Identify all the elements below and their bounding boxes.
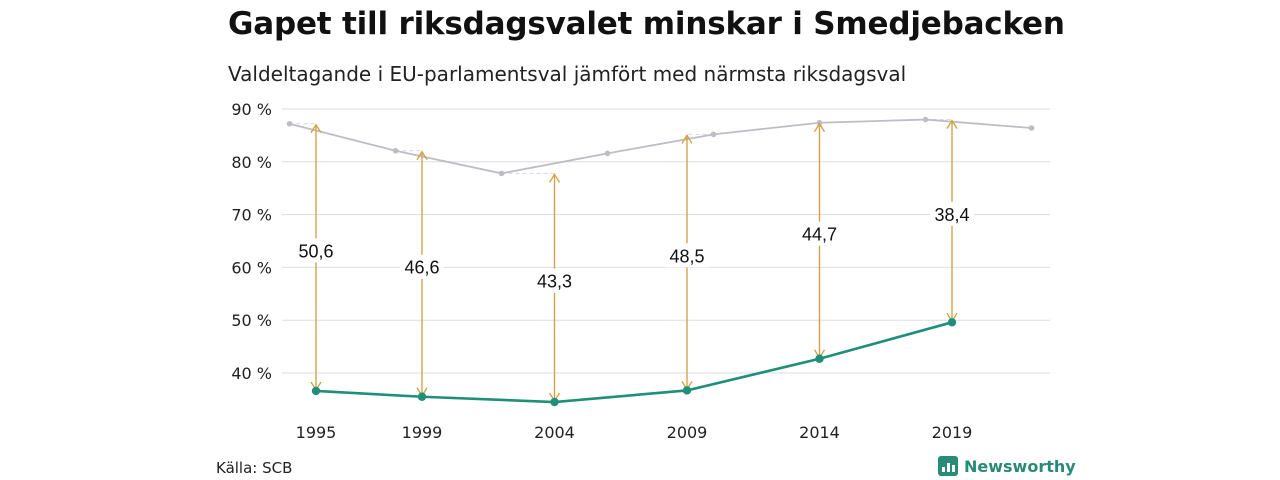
y-tick-label: 40 % [231,364,272,383]
eu-point [417,392,427,401]
y-tick-label: 50 % [231,311,272,330]
gap-value-label: 46,6 [404,258,439,278]
gap-value-label: 48,5 [669,246,704,266]
gap-arrow-head-up [681,134,693,144]
brand-logo: Newsworthy [938,456,1076,476]
y-tick-label: 80 % [231,153,272,172]
riksdag-point [922,116,929,123]
gap-label-bg [400,254,444,279]
grid-layer [282,108,1050,374]
gap-label-bg [797,221,842,246]
gap-label-bg [532,268,577,293]
chart-subtitle: Valdeltagande i EU-parlamentsval jämfört… [228,62,907,86]
eu-line [315,321,953,404]
gap-value-label: 38,4 [934,205,969,225]
axis-labels: 40 % 50 % 60 % 70 % 80 % 90 % 1995 1999 2004 2009… [231,100,972,442]
eu-point [815,354,824,363]
eu-point [947,318,957,327]
eu-point [550,397,559,407]
eu-point [682,386,692,395]
x-tick-label: 1995 [296,423,337,442]
chart-title: Gapet till riksdagsvalet minskar i Smedj… [228,6,1065,42]
x-tick-label: 2019 [932,423,973,442]
gap-arrow-head-up [813,122,826,133]
x-tick-label: 2004 [534,423,575,442]
riksdag-point [392,147,399,154]
riksdag-point [604,150,611,157]
gap-arrow-head-up [946,119,958,129]
gap-value-label: 50,6 [298,241,333,261]
gap-labels: 50,6 46,6 43,3 48,5 44,7 38,4 [294,201,974,293]
riksdag-point [498,170,505,177]
gap-label-bg [294,238,338,263]
source-note: Källa: SCB [216,459,293,477]
y-tick-label: 70 % [231,206,272,225]
gap-arrow-head-up [416,150,428,161]
x-tick-label: 2009 [667,423,708,442]
riksdag-series [286,116,1035,177]
connector-layer [289,119,952,174]
gap-label-bg [665,243,709,268]
riksdag-point [1028,125,1035,131]
gap-arrow-head-up [548,173,561,183]
gap-value-label: 43,3 [537,272,572,292]
x-tick-label: 1999 [402,423,443,442]
brand-name: Newsworthy [964,456,1076,476]
gap-value-label: 44,7 [802,225,837,245]
gap-arrow-head-up [310,123,322,134]
riksdag-line [289,118,1032,175]
chart-bars-icon [938,456,958,476]
riksdag-point [286,120,293,127]
y-tick-label: 90 % [231,100,272,119]
eu-series [311,318,957,407]
gap-label-bg [930,201,974,226]
riksdag-point [710,131,717,138]
y-tick-label: 60 % [231,258,272,277]
eu-point [311,386,321,396]
x-tick-label: 2014 [799,423,840,442]
